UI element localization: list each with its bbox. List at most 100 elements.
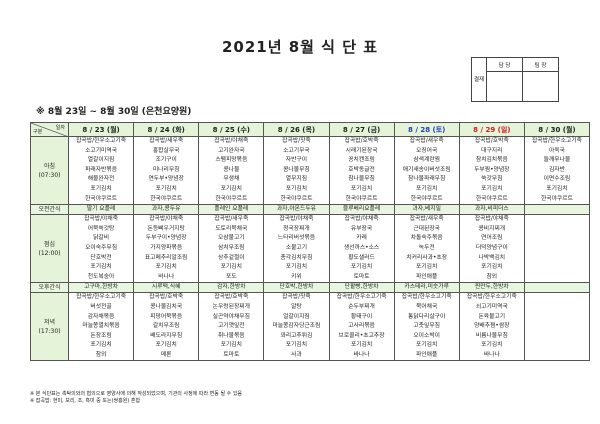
menu-item: 콩비지찌개: [478, 225, 506, 232]
menu-item: 두부찜•양념장: [474, 166, 510, 173]
menu-item: 바나나: [483, 351, 500, 358]
diagonal-line: [31, 123, 69, 137]
menu-item: 포기김치: [481, 342, 503, 349]
menu-item: 황도샐러드: [348, 254, 375, 261]
menu-item: 잡곡밥/야채죽: [214, 138, 249, 144]
menu-item: 실곤약야채무침: [212, 313, 250, 320]
menu-item: 꽈리고추튀김: [280, 332, 313, 339]
menu-item: 닭갈비: [93, 235, 110, 242]
page-title: 2021년 8월 식 단 표: [221, 38, 379, 56]
meal-cell: 잡곡밥/야채죽 유부장국 카레 생선까스•소스 황도샐러드 포기김치 토마토: [328, 214, 395, 284]
menu-item: 도토리묵채국: [215, 225, 248, 232]
menu-item: 쇠고기미역국: [475, 303, 508, 310]
menu-item: 소고기미역국: [85, 147, 118, 154]
menu-item: 한국야쿠르트: [280, 195, 313, 202]
menu-item: [525, 263, 589, 273]
menu-item: 마늘쫑감자당근조림: [272, 323, 321, 330]
menu-item: 포기김치: [220, 264, 242, 271]
menu-item: 배도라지무침: [150, 332, 183, 339]
row-label: 아침 (07:30): [30, 135, 69, 206]
menu-item: 잡곡밥/잣죽: [282, 294, 311, 301]
meal-cell: 잡곡밥/호박죽 시래기된장국 꽁치캔조림 호박동글전 참나물무침 포기김치 한국야쿠르트: [328, 135, 395, 206]
meal-cell: [523, 292, 591, 362]
am-snack-row: 오전간식 딸기 요플레 과자,콩두유 플레인 요플레 과자,아몬드두유 블루베리요플레 과자…: [30, 204, 591, 216]
meal-cell: 잡곡밥/잣죽 알탕 얼갈이지짐 마늘쫑감자당근조림 꽈리고추튀김 포기김치 사과: [263, 292, 330, 362]
menu-item: 비름나물무침: [475, 332, 508, 339]
dinner-row: 저녁 (17:30) 잡곡밥/한우소고기죽 버섯전골 감자채볶음 마늘쫑멸치볶음 돈장조림 포…: [30, 292, 591, 362]
meal-cell: 잡곡밥/한우소고기죽 순두부찌개 황태구이 고사리볶음 브로콜리•초고추장 포기김치 바나나: [328, 292, 395, 362]
snack-cell: 감자,한방차: [198, 282, 265, 294]
menu-item: 토마토: [353, 273, 370, 280]
menu-item: 호박동글전: [348, 166, 375, 173]
menu-item: 총각김치무침: [280, 254, 313, 261]
menu-item: 조기구이: [155, 157, 177, 164]
menu-item: 잡곡밥/한우소고기죽: [401, 294, 452, 301]
menu-item: 유부장국: [350, 225, 373, 232]
row-label: 저녁 (17:30): [30, 292, 69, 362]
pm-snack-row: 오후간식 고구마,한방차 시루떡,식혜 감자,한방차 단호박,한방차 단팥빵,한방차 카스테…: [30, 282, 591, 294]
menu-item: 포기김치: [90, 264, 112, 271]
row-label-time: (12:00): [38, 249, 61, 257]
menu-item: 참외: [486, 273, 498, 280]
menu-item: 잡곡밥/새우죽: [409, 138, 444, 144]
menu-item: 스팸피망볶음: [215, 157, 248, 164]
menu-item: 무생채: [223, 176, 240, 183]
menu-item: 마늘쫑멸치볶음: [82, 323, 120, 330]
approval-sign-staff: [486, 71, 523, 102]
menu-item: [525, 303, 589, 313]
meal-cell: 잡곡밥/새우죽 근대된장국 차돌숙주볶음 녹두전 치커리사과•초장 포기김치 파인애플: [393, 214, 460, 284]
menu-item: [525, 332, 589, 342]
approval-sign-manager: [522, 71, 559, 102]
menu-item: 참치김치볶음: [475, 157, 508, 164]
row-label-name: 오후간식: [38, 284, 61, 292]
menu-item: 차돌숙주볶음: [410, 235, 443, 242]
menu-item: 포기김치: [481, 185, 503, 192]
lunch-row: 점심 (12:00) 잡곡밥/야채죽 어묵쑥갓탕 닭갈비 오이숙주무침 단호박전 포기김치 천도…: [30, 214, 591, 284]
menu-item: 소불고기: [285, 244, 308, 251]
row-label: 오전간식: [30, 204, 69, 216]
approval-box: 결재 담 당 팀 장: [471, 57, 559, 102]
menu-item: 오징어국: [416, 147, 438, 154]
menu-item: 포기김치: [285, 342, 308, 349]
menu-item: 포기김치: [350, 264, 373, 271]
menu-item: 포기김치: [416, 264, 438, 271]
meal-cell: 잡곡밥/새우죽 도토리묵채국 오삼불고기 삼치무조림 상추겉절이 포기김치 포도: [198, 214, 265, 284]
menu-item: 바나나: [353, 351, 370, 358]
menu-item: 대구지리: [481, 147, 503, 154]
meal-cell: 잡곡밥/한우소고기죽 소고기미역국 열갈이지짐 파래자반볶음 해물완자전 포기김치 한국야쿠…: [67, 135, 135, 206]
menu-item: 잡곡밥/야채죽: [149, 216, 184, 223]
row-label-name: 아침: [43, 162, 56, 170]
menu-item: 포기김치: [220, 342, 242, 349]
menu-item: [525, 244, 589, 254]
menu-item: 포기김치: [90, 185, 112, 192]
menu-item: 콩나물김치국: [150, 303, 183, 310]
menu-item: 참나물파래무침: [408, 176, 446, 183]
meal-cell: 잡곡밥/야채죽 돈등뼈우거지탕 두부구이•양념장 가지양파볶음 표고메추리알조림 포기김치…: [133, 214, 200, 284]
menu-item: [525, 351, 589, 361]
snack-cell: 고구마,한방차: [67, 282, 135, 294]
snack-cell: 블루베리요플레: [328, 204, 395, 216]
snack-cell: 단팥빵,한방차: [328, 282, 395, 294]
approval-col-staff: 담 당: [486, 57, 523, 72]
menu-item: 포기김치: [546, 185, 568, 192]
menu-item: 오삼불고기: [217, 235, 245, 242]
menu-item: 연어조림: [481, 235, 503, 242]
menu-item: 포기김치: [155, 185, 177, 192]
header-row: 일자 구분 8 / 23 (월) 8 / 24 (화) 8 / 25 (수) 8 / …: [30, 122, 591, 137]
snack-cell: 단호박,한방차: [263, 282, 330, 294]
menu-item: 잡곡밥/새우죽: [214, 216, 249, 223]
menu-item: 포기김치: [155, 264, 177, 271]
menu-item: 애기새송이버섯조림: [402, 166, 451, 173]
menu-item: 김자반: [548, 166, 565, 173]
menu-item: 생선까스•소스: [343, 244, 380, 251]
menu-item: [525, 254, 589, 264]
menu-item: 취나물볶음: [217, 332, 245, 339]
menu-item: 사과: [291, 351, 302, 358]
menu-item: 알탕: [291, 303, 302, 310]
menu-item: 자반구이: [285, 157, 308, 164]
breakfast-row: 아침 (07:30) 잡곡밥/한우소고기죽 소고기미역국 열갈이지짐 파래자반볶음 해물완자…: [30, 135, 591, 206]
menu-item: 포기김치: [220, 185, 242, 192]
menu-item: 미나리무침: [152, 166, 180, 173]
meal-cell: 잡곡밥/호박죽 콩나물김치국 피망어묵볶음 갈치무조림 배도라지무침 포기김치 메론: [133, 292, 200, 362]
menu-item: 한국야쿠르트: [150, 195, 183, 202]
